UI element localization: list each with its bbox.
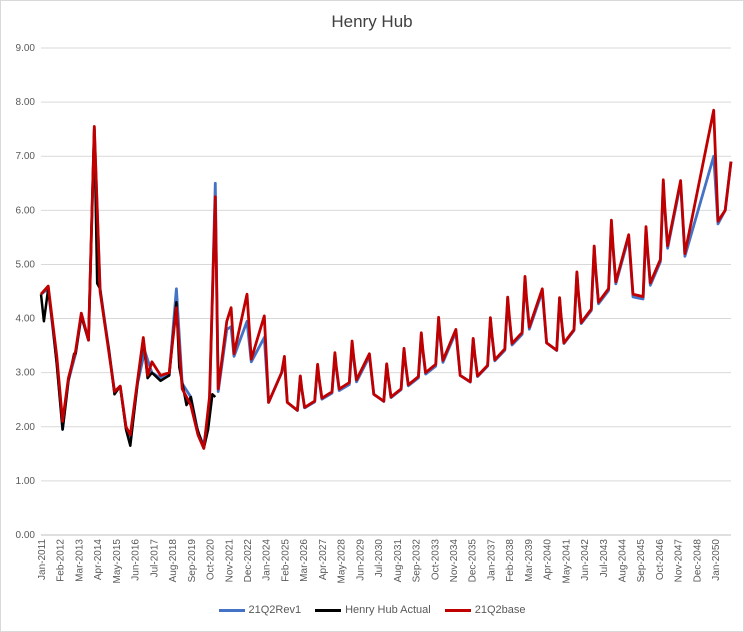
x-tick-label: Jan-2037 [486,539,497,581]
x-tick-label: Oct-2033 [430,539,441,581]
y-tick-label: 9.00 [16,43,36,54]
x-tick-label: Nov-2047 [674,539,685,583]
y-tick-label: 7.00 [16,151,36,162]
legend-label: 21Q2base [474,604,526,616]
x-tick-label: Apr-2040 [543,539,554,581]
x-tick-label: Feb-2025 [280,539,291,582]
x-tick-label: Apr-2027 [318,539,329,581]
x-tick-label: Jan-2011 [37,539,48,580]
x-tick-label: May-2015 [112,539,123,584]
x-tick-label: Nov-2021 [224,539,235,583]
x-tick-label: Aug-2018 [168,539,179,583]
y-tick-label: 3.00 [16,368,36,379]
chart-title: Henry Hub [331,12,413,31]
x-tick-label: Sep-2019 [187,539,198,583]
y-tick-label: 1.00 [16,476,36,487]
y-tick-label: 6.00 [16,205,36,216]
legend-swatch [315,608,342,612]
legend-swatch [218,608,245,612]
legend-swatch [444,608,471,612]
legend-label: 21Q2Rev1 [248,604,302,616]
x-tick-label: May-2041 [561,539,572,584]
x-tick-label: Sep-2045 [636,539,647,583]
series-line [40,127,733,448]
y-tick-label: 2.00 [16,422,36,433]
x-tick-label: Oct-2020 [206,539,217,581]
legend-item: 21Q2base [444,604,526,616]
x-tick-label: Jun-2029 [355,539,366,581]
legend-item: 21Q2Rev1 [218,604,302,616]
x-tick-label: Sep-2032 [412,539,423,583]
x-tick-label: Dec-2022 [243,539,254,583]
legend-item: Henry Hub Actual [315,604,431,616]
x-tick-label: Jan-2024 [262,539,273,581]
y-tick-label: 4.00 [16,314,36,325]
y-tick-label: 0.00 [16,530,36,541]
x-tick-label: Dec-2048 [692,539,703,583]
x-tick-label: Feb-2038 [505,539,516,582]
y-tick-label: 8.00 [16,97,36,108]
x-tick-label: Jul-2017 [149,539,160,578]
x-tick-label: Feb-2012 [56,539,67,582]
x-tick-label: May-2028 [337,539,348,584]
x-tick-label: Mar-2013 [74,539,85,582]
series-line [39,108,733,450]
x-tick-label: Mar-2026 [299,539,310,582]
x-tick-label: Aug-2044 [618,539,629,583]
y-tick-label: 5.00 [16,259,36,270]
x-tick-label: Jul-2030 [374,539,385,578]
chart-legend: 21Q2Rev1 Henry Hub Actual 21Q2base [0,604,744,616]
x-tick-label: Aug-2031 [393,539,404,583]
x-tick-label: Jun-2042 [580,539,591,581]
x-tick-label: Apr-2014 [93,539,104,581]
x-tick-label: Jan-2050 [711,539,722,581]
x-tick-label: Nov-2034 [449,539,460,583]
x-tick-label: Mar-2039 [524,539,535,582]
legend-label: Henry Hub Actual [345,604,431,616]
x-tick-label: Jul-2043 [599,539,610,578]
x-tick-label: Dec-2035 [468,539,479,583]
x-tick-label: Oct-2046 [655,539,666,581]
x-tick-label: Jun-2016 [131,539,142,581]
